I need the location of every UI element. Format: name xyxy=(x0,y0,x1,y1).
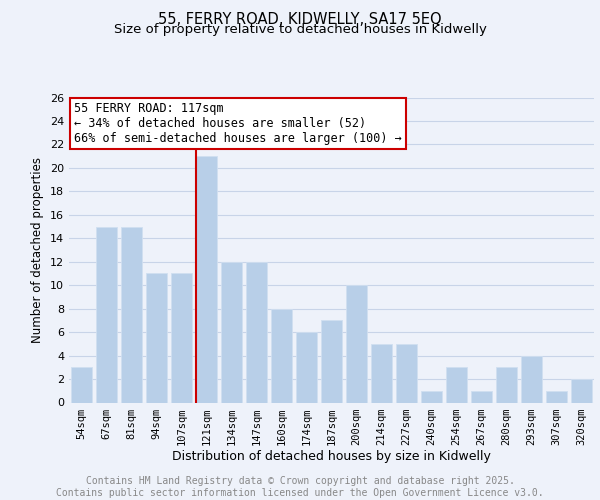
Bar xyxy=(146,274,167,402)
Bar xyxy=(296,332,317,402)
Text: Contains HM Land Registry data © Crown copyright and database right 2025.
Contai: Contains HM Land Registry data © Crown c… xyxy=(56,476,544,498)
Bar xyxy=(446,368,467,402)
Bar xyxy=(471,391,492,402)
Bar xyxy=(71,368,92,402)
Bar xyxy=(96,226,117,402)
Bar xyxy=(546,391,567,402)
Bar xyxy=(396,344,417,403)
Bar xyxy=(496,368,517,402)
Bar xyxy=(371,344,392,403)
Bar xyxy=(421,391,442,402)
Bar xyxy=(321,320,342,402)
Text: Size of property relative to detached houses in Kidwelly: Size of property relative to detached ho… xyxy=(113,22,487,36)
Bar xyxy=(196,156,217,402)
Y-axis label: Number of detached properties: Number of detached properties xyxy=(31,157,44,343)
Bar xyxy=(246,262,267,402)
Text: 55, FERRY ROAD, KIDWELLY, SA17 5EQ: 55, FERRY ROAD, KIDWELLY, SA17 5EQ xyxy=(158,12,442,28)
Text: 55 FERRY ROAD: 117sqm
← 34% of detached houses are smaller (52)
66% of semi-deta: 55 FERRY ROAD: 117sqm ← 34% of detached … xyxy=(74,102,402,145)
Bar xyxy=(221,262,242,402)
Bar xyxy=(121,226,142,402)
Bar xyxy=(171,274,192,402)
Bar xyxy=(271,308,292,402)
Bar xyxy=(346,285,367,403)
X-axis label: Distribution of detached houses by size in Kidwelly: Distribution of detached houses by size … xyxy=(172,450,491,464)
Bar xyxy=(571,379,592,402)
Bar xyxy=(521,356,542,403)
